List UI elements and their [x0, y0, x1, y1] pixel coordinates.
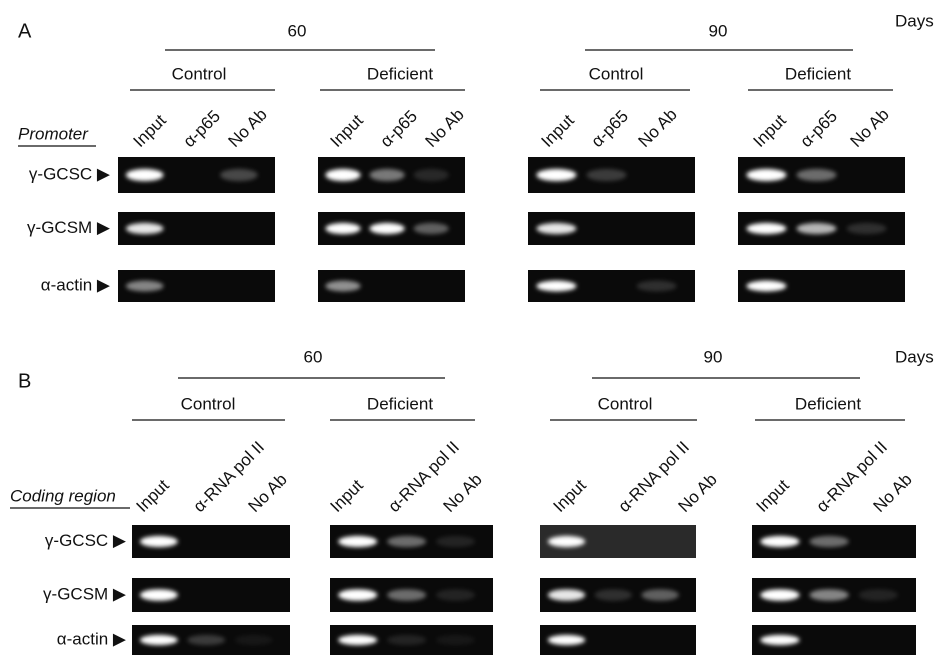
day-label: 90: [704, 347, 723, 366]
day-label: 60: [304, 347, 323, 366]
gel-band: [809, 589, 848, 601]
gel-band: [536, 223, 576, 234]
gel-band: [325, 223, 360, 234]
lane-label: Input: [538, 111, 578, 151]
lane-label: No Ab: [225, 105, 271, 151]
row-label: γ-GCSC ▶: [29, 164, 111, 183]
gel-band: [325, 169, 360, 181]
condition-label: Control: [598, 394, 653, 413]
gel-band: [436, 589, 475, 601]
gel-band: [126, 281, 164, 292]
gel-band: [387, 589, 426, 601]
row-label: γ-GCSM ▶: [27, 218, 111, 237]
lane-label: α-p65: [588, 107, 632, 151]
condition-label: Deficient: [367, 394, 433, 413]
lane-label: Input: [327, 111, 367, 151]
day-label: 60: [288, 21, 307, 40]
lane-label: No Ab: [847, 105, 893, 151]
gel-band: [126, 169, 164, 181]
lane-label: Input: [327, 476, 367, 516]
gel-band: [126, 223, 164, 234]
gel-band: [586, 169, 626, 181]
gel-band: [548, 536, 585, 547]
lane-label: No Ab: [870, 470, 916, 516]
gel-band: [746, 281, 786, 292]
lane-label: No Ab: [675, 470, 721, 516]
gel-band: [414, 169, 449, 181]
gel-band: [338, 536, 377, 547]
gel-band: [760, 635, 799, 645]
gel-band: [796, 223, 836, 234]
lane-label: Input: [133, 476, 173, 516]
row-label: γ-GCSC ▶: [45, 531, 127, 550]
gel-band: [536, 281, 576, 292]
gel-band: [387, 635, 426, 645]
gel-band: [220, 169, 258, 181]
gel-band: [859, 589, 898, 601]
gel-band: [796, 169, 836, 181]
gel-band: [595, 589, 632, 601]
gel-band: [414, 223, 449, 234]
gel-band: [387, 536, 426, 547]
gel-band: [436, 635, 475, 645]
region-label: Coding region: [10, 486, 116, 505]
condition-label: Deficient: [367, 64, 433, 83]
condition-label: Deficient: [795, 394, 861, 413]
lane-label: Input: [750, 111, 790, 151]
panel-label: B: [18, 370, 31, 392]
condition-label: Control: [172, 64, 227, 83]
gel-band: [746, 169, 786, 181]
gel-band: [809, 536, 848, 547]
gel-band: [325, 281, 360, 292]
days-label: Days: [895, 11, 934, 30]
gel-band: [369, 223, 404, 234]
row-label: γ-GCSM ▶: [43, 584, 127, 603]
lane-label: Input: [753, 476, 793, 516]
lane-label: α-p65: [377, 107, 421, 151]
gel-band: [235, 635, 273, 645]
gel-band: [140, 635, 178, 645]
lane-label: No Ab: [440, 470, 486, 516]
condition-label: Control: [181, 394, 236, 413]
day-label: 90: [709, 21, 728, 40]
gel-band: [338, 635, 377, 645]
lane-label: No Ab: [422, 105, 468, 151]
condition-label: Deficient: [785, 64, 851, 83]
gel-band: [847, 223, 887, 234]
gel-band: [140, 589, 178, 601]
row-label: α-actin ▶: [41, 275, 111, 294]
gel-band: [187, 635, 225, 645]
lane-label: α-p65: [180, 107, 224, 151]
gel-band: [548, 635, 585, 645]
lane-label: Input: [130, 111, 170, 151]
gel-band: [140, 536, 178, 547]
lane-label: α-p65: [797, 107, 841, 151]
gel-band: [760, 589, 799, 601]
gel-band: [760, 536, 799, 547]
gel-band: [746, 223, 786, 234]
gel-band: [338, 589, 377, 601]
lane-label: Input: [550, 476, 590, 516]
lane-label: No Ab: [635, 105, 681, 151]
gel-band: [536, 169, 576, 181]
gel-band: [436, 536, 475, 547]
row-label: α-actin ▶: [57, 629, 127, 648]
days-label: Days: [895, 347, 934, 366]
gel-band: [369, 169, 404, 181]
panel-label: A: [18, 20, 32, 42]
condition-label: Control: [589, 64, 644, 83]
gel-band: [548, 589, 585, 601]
gel-band: [637, 281, 677, 292]
gel-band: [641, 589, 678, 601]
lane-label: No Ab: [245, 470, 291, 516]
figure: A Days Promoter γ-GCSC ▶ γ-GCSM ▶ α-actin ▶ 60…: [0, 0, 941, 656]
region-label: Promoter: [18, 124, 89, 143]
